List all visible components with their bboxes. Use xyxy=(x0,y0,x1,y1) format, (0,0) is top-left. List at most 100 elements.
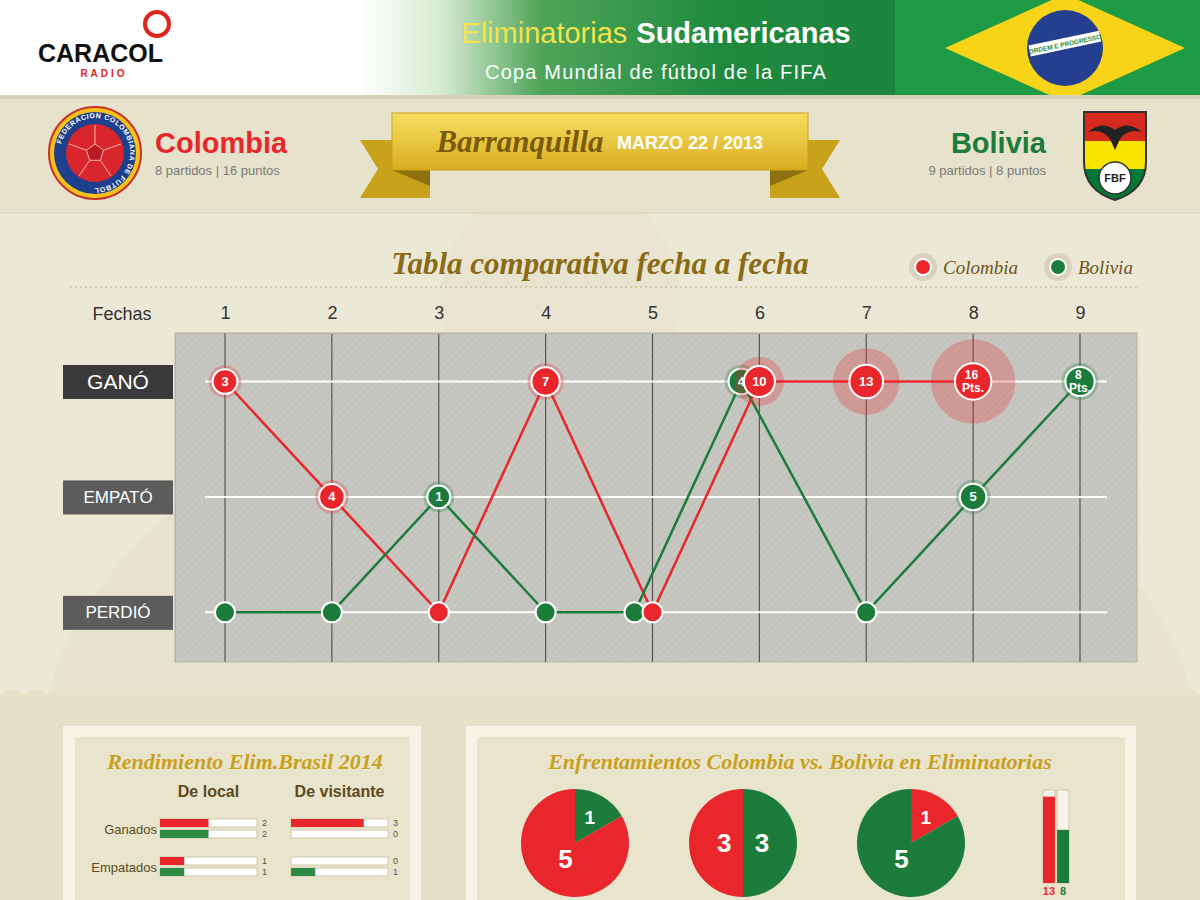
home-crest: FEDERACION COLOMBIANA DE FUTBOL xyxy=(49,107,141,199)
marker xyxy=(849,365,883,399)
bar-label: 0 xyxy=(393,829,398,839)
flag: ORDEM E PROGRESSO xyxy=(895,0,1200,95)
legend-halo xyxy=(909,253,937,281)
x-tick: 8 xyxy=(969,303,979,333)
flag-globe xyxy=(1027,10,1103,86)
bar-track xyxy=(291,868,388,876)
header-title: EliminatoriasSudamericanas xyxy=(461,17,850,49)
panel-title: Enfrentamientos Colombia vs. Bolivia en … xyxy=(547,749,1052,774)
hbar-chart: De localGanadosEmpatados2211 xyxy=(91,783,267,877)
date: MARZO 22 / 2013 xyxy=(617,133,763,153)
legend-halo xyxy=(1044,253,1072,281)
home-name: Colombia xyxy=(155,127,288,159)
header: ORDEM E PROGRESSOCARACOLRADIOEliminatori… xyxy=(0,0,1200,102)
bar xyxy=(1043,797,1055,883)
away-record: 9 partidos | 8 puntos xyxy=(928,163,1046,178)
marker-halo xyxy=(735,357,784,406)
marker xyxy=(319,484,345,510)
bar-track xyxy=(1043,790,1055,883)
y-tick: EMPATÓ xyxy=(63,480,175,514)
x-tick-label: 5 xyxy=(648,303,658,323)
tracks xyxy=(160,819,257,876)
pie-slice xyxy=(857,789,965,897)
marker xyxy=(213,369,238,394)
x-tick: 5 xyxy=(648,303,658,333)
y-tick-box xyxy=(63,480,173,514)
category-label: Ganados xyxy=(104,822,157,837)
point-labels: 1458 Pts.347101316 Pts. xyxy=(221,368,1091,504)
bar-label: 1 xyxy=(262,856,267,866)
bar xyxy=(291,857,292,865)
crest-text-el: FEDERACION COLOMBIANA DE FUTBOL xyxy=(55,112,136,194)
page-bg xyxy=(0,0,1200,900)
header-title-2: Sudamericanas xyxy=(636,17,850,49)
x-tick-label: 9 xyxy=(1075,303,1085,323)
point-label: 13 xyxy=(859,374,873,389)
y-tick-label: PERDIÓ xyxy=(85,603,150,622)
crest-ball-seams xyxy=(69,125,121,176)
matchups-panel: Enfrentamientos Colombia vs. Bolivia en … xyxy=(465,725,1137,900)
bar-track xyxy=(291,857,388,865)
x-axis: 123456789 xyxy=(220,303,1085,334)
legend-label: Colombia xyxy=(943,257,1018,278)
home-crest-text: FEDERACION COLOMBIANA DE FUTBOL xyxy=(55,112,136,194)
x-tick: 1 xyxy=(220,303,230,333)
x-tick-label: 1 xyxy=(220,303,230,323)
bar-label: 3 xyxy=(393,818,398,828)
point-label-line: Pts. xyxy=(1069,381,1091,395)
marker-halo xyxy=(833,348,900,415)
vbar-chart: 138 xyxy=(1043,790,1069,897)
crest-outer xyxy=(49,107,141,199)
bars xyxy=(1043,797,1069,883)
team-bar-rule xyxy=(0,213,1200,214)
point-label: 4 xyxy=(738,374,746,389)
brand-ring xyxy=(145,12,169,36)
pie-label: 3 xyxy=(717,828,731,858)
pie-chart: 33 xyxy=(689,789,797,897)
crest-ring xyxy=(54,112,136,194)
y-tick: PERDIÓ xyxy=(63,596,175,630)
x-tick: 6 xyxy=(755,303,765,333)
bar-label: 0 xyxy=(393,856,398,866)
x-tick-label: 3 xyxy=(434,303,444,323)
plot-frame xyxy=(175,333,1137,662)
line-chart: Tabla comparativa fecha a fechaGANÓEMPAT… xyxy=(63,246,1140,663)
bar xyxy=(291,868,315,876)
marker xyxy=(215,602,235,622)
crest-ball-patch xyxy=(86,144,103,160)
shield-ball xyxy=(1099,162,1131,194)
x-axis-title: Fechas xyxy=(92,304,151,324)
pie-chart: 15 xyxy=(521,789,629,897)
bar-track xyxy=(291,830,388,838)
marker xyxy=(429,602,449,622)
marker xyxy=(322,602,342,622)
x-tick: 9 xyxy=(1075,303,1085,333)
team-bar-shadow xyxy=(0,95,1200,99)
y-tick-label: GANÓ xyxy=(87,370,149,393)
y-axis-line xyxy=(175,334,176,663)
tracks xyxy=(1043,790,1069,883)
bar-labels: 2211 xyxy=(262,818,267,877)
brand-sub: RADIO xyxy=(80,68,127,79)
ribbon-fold xyxy=(770,170,808,186)
bar-labels: 3001 xyxy=(393,818,398,877)
bar xyxy=(160,830,209,838)
y-tick: GANÓ xyxy=(63,365,175,399)
bars xyxy=(160,819,209,876)
pie-label: 1 xyxy=(585,807,596,828)
pie-slice xyxy=(689,789,743,897)
away-crest: FBF xyxy=(1083,111,1147,204)
marker-halo xyxy=(209,365,242,398)
column-title: De visitante xyxy=(295,783,385,800)
marker xyxy=(531,367,559,395)
panel-inner xyxy=(477,737,1125,900)
point-label: 5 xyxy=(970,489,977,504)
x-tick-label: 4 xyxy=(541,303,551,323)
point-label: 10 xyxy=(752,374,766,389)
bar-label: 13 xyxy=(1043,885,1055,897)
tracks xyxy=(291,819,388,876)
legend-swatch xyxy=(1050,259,1066,275)
pie-chart: 15 xyxy=(857,789,965,897)
point-label-line: Pts. xyxy=(962,381,984,395)
category-label: Empatados xyxy=(91,860,157,875)
